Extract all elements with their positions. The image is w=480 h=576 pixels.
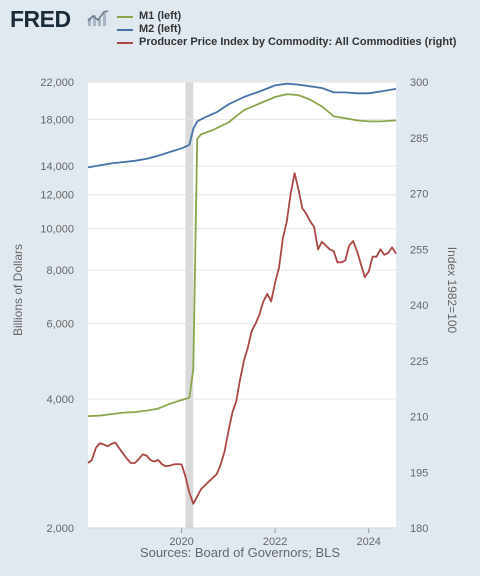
y-axis-right-label: Index 1982=100 <box>445 247 459 334</box>
trend-line-icon <box>87 9 109 27</box>
y-left-tick-label: 2,000 <box>46 523 74 535</box>
source-note: Sources: Board of Governors; BLS <box>139 545 341 560</box>
legend-item-m2[interactable]: M2 (left) <box>117 23 467 36</box>
series-line-2 <box>87 172 397 505</box>
y-left-tick-label: 18,000 <box>40 114 74 126</box>
series-line-1 <box>87 82 397 169</box>
y-right-tick-label: 210 <box>410 412 428 424</box>
y-right-tick-label: 285 <box>410 133 428 145</box>
legend: M1 (left) M2 (left) Producer Price Index… <box>117 10 467 49</box>
x-tick-label: 2022 <box>263 536 287 548</box>
legend-swatch-m1 <box>117 16 133 18</box>
legend-swatch-ppi <box>117 42 133 44</box>
y-right-tick-label: 300 <box>410 77 428 89</box>
y-left-tick-label: 8,000 <box>46 265 74 277</box>
y-right-tick-label: 240 <box>410 300 428 312</box>
y-left-tick-label: 14,000 <box>40 161 74 173</box>
y-left-tick-label: 6,000 <box>46 319 74 331</box>
y-axis-left-label: Billions of Dollars <box>11 244 25 336</box>
legend-label-ppi: Producer Price Index by Commodity: All C… <box>139 36 457 48</box>
fred-logo[interactable]: FRED <box>10 6 71 32</box>
y-left-tick-label: 22,000 <box>40 77 74 89</box>
legend-item-ppi[interactable]: Producer Price Index by Commodity: All C… <box>117 36 467 49</box>
y-right-tick-label: 180 <box>410 523 428 535</box>
series-line-0 <box>87 93 397 417</box>
y-left-tick-label: 4,000 <box>46 394 74 406</box>
legend-label-m2: M2 (left) <box>139 23 182 35</box>
y-right-tick-label: 195 <box>410 467 428 479</box>
legend-label-m1: M1 (left) <box>139 10 182 22</box>
y-right-tick-label: 225 <box>410 356 428 368</box>
x-tick-label: 2020 <box>169 536 193 548</box>
y-right-tick-label: 270 <box>410 189 428 201</box>
plot-area <box>88 82 396 528</box>
x-tick-label: 2024 <box>356 536 380 548</box>
legend-swatch-m2 <box>117 29 133 31</box>
recession-band <box>185 82 194 528</box>
y-right-tick-label: 255 <box>410 244 428 256</box>
y-left-tick-label: 12,000 <box>40 190 74 202</box>
y-left-tick-label: 10,000 <box>40 224 74 236</box>
legend-item-m1[interactable]: M1 (left) <box>117 10 467 23</box>
